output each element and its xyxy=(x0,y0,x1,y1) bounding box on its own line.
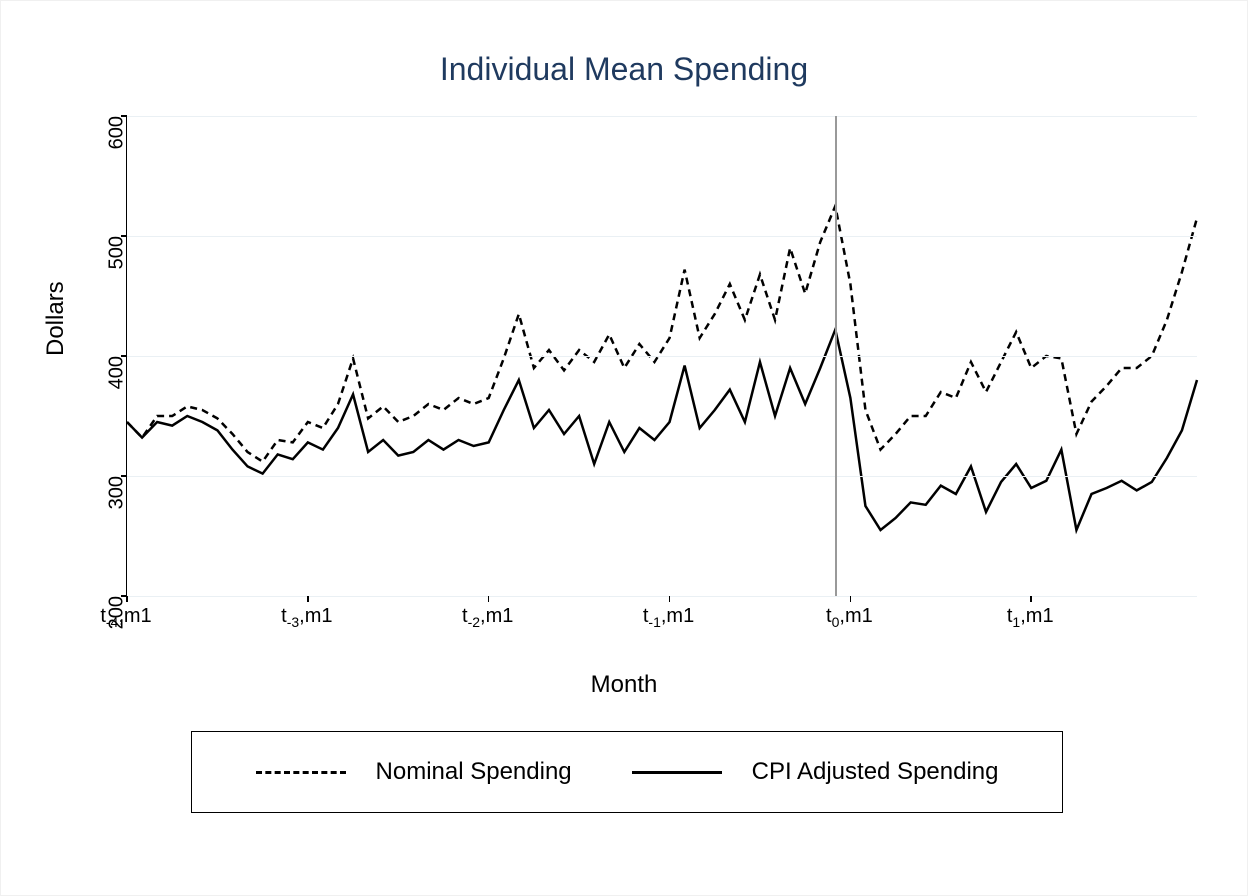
x-tick-mark xyxy=(307,596,309,602)
y-axis-label: Dollars xyxy=(42,281,70,356)
x-tick-label: t-3,m1 xyxy=(281,605,332,630)
legend-item: CPI Adjusted Spending xyxy=(632,758,999,786)
x-tick-mark xyxy=(1030,596,1032,602)
gridline xyxy=(127,356,1197,357)
x-tick-label: t0,m1 xyxy=(826,605,873,630)
legend-label: CPI Adjusted Spending xyxy=(752,758,999,786)
x-tick-mark xyxy=(669,596,671,602)
legend-swatch xyxy=(256,771,346,774)
reference-vline xyxy=(835,116,837,596)
y-tick-label: 500 xyxy=(106,236,129,276)
series-line xyxy=(127,330,1197,530)
x-tick-label: t-2,m1 xyxy=(462,605,513,630)
chart-container: Individual Mean Spending Dollars Month N… xyxy=(0,0,1248,896)
series-line xyxy=(127,206,1197,462)
gridline xyxy=(127,596,1197,597)
gridline xyxy=(127,116,1197,117)
x-tick-mark xyxy=(850,596,852,602)
legend-swatch xyxy=(632,771,722,774)
y-tick-label: 400 xyxy=(106,356,129,396)
legend-item: Nominal Spending xyxy=(256,758,572,786)
legend: Nominal Spending CPI Adjusted Spending xyxy=(191,731,1063,813)
gridline xyxy=(127,236,1197,237)
x-tick-label: t-4,m1 xyxy=(100,605,151,630)
chart-title: Individual Mean Spending xyxy=(1,51,1247,88)
x-tick-label: t1,m1 xyxy=(1007,605,1054,630)
x-axis-label: Month xyxy=(1,671,1247,699)
gridline xyxy=(127,476,1197,477)
legend-label: Nominal Spending xyxy=(376,758,572,786)
y-tick-label: 600 xyxy=(106,116,129,156)
plot-area xyxy=(126,116,1197,597)
x-tick-mark xyxy=(488,596,490,602)
y-tick-label: 300 xyxy=(106,476,129,516)
x-tick-label: t-1,m1 xyxy=(643,605,694,630)
